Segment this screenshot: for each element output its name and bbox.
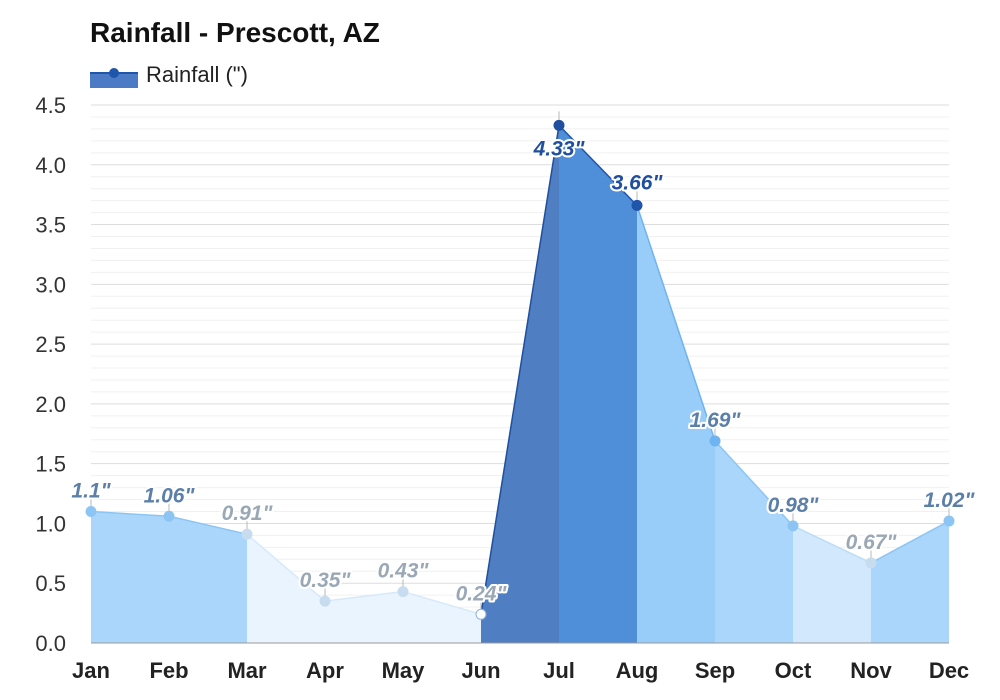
area-segment-jan [91, 511, 169, 643]
area-segment-nov [871, 521, 949, 643]
legend-swatch [90, 72, 138, 88]
legend: Rainfall (") [90, 62, 248, 88]
x-tick-label-aug: Aug [616, 658, 659, 683]
series-line-segment [636, 205, 716, 442]
area-segments [90, 124, 950, 643]
series-line-segment [402, 590, 482, 616]
data-point-oct [787, 520, 799, 532]
y-tick-label: 2.0 [35, 392, 66, 417]
data-label-jan: 1.1" [71, 479, 111, 502]
series-line-segment [558, 124, 638, 206]
x-tick-label-jun: Jun [461, 658, 500, 683]
data-point-nov [865, 557, 877, 569]
series-line-segment [90, 510, 170, 518]
series-line-segment [870, 520, 950, 564]
data-point-jan [85, 505, 97, 517]
x-tick-label-sep: Sep [695, 658, 735, 683]
series-line-segment [480, 125, 560, 615]
x-tick-label-may: May [382, 658, 426, 683]
data-labels: 1.1" 1.06" 0.91" 0.35" 0.43" 0.24" 4.33" 3.66" 1… [69, 135, 977, 607]
series-line-segment [168, 515, 248, 535]
data-point-apr [319, 595, 331, 607]
x-tick-label-feb: Feb [149, 658, 188, 683]
data-point-jun [475, 608, 487, 620]
y-tick-label: 0.0 [35, 631, 66, 656]
legend-label: Rainfall (") [146, 62, 248, 87]
area-segment-aug [637, 205, 715, 643]
data-label-oct: 0.98" [768, 494, 820, 517]
data-point-aug [631, 199, 643, 211]
y-tick-label: 1.0 [35, 511, 66, 536]
data-label-feb: 1.06" [144, 484, 196, 507]
area-segment-apr [325, 591, 403, 643]
y-tick-label: 2.5 [35, 332, 66, 357]
data-label-may: 0.43" [378, 560, 430, 583]
area-segment-may [403, 591, 481, 643]
data-label-sep: 1.69" [690, 409, 742, 432]
data-point-dec [943, 515, 955, 527]
y-tick-label: 3.5 [35, 213, 66, 238]
data-point-feb [163, 510, 175, 522]
y-tick-label: 0.5 [35, 571, 66, 596]
area-segment-jul [559, 125, 637, 643]
data-point-may [397, 586, 409, 598]
data-label-apr: 0.35" [300, 569, 352, 592]
chart-title: Rainfall - Prescott, AZ [90, 17, 380, 48]
x-tick-label-jul: Jul [543, 658, 575, 683]
x-tick-label-mar: Mar [227, 658, 267, 683]
y-tick-label: 1.5 [35, 452, 66, 477]
x-tick-label-jan: Jan [72, 658, 110, 683]
area-segment-oct [793, 525, 871, 643]
x-tick-label-apr: Apr [306, 658, 344, 683]
series-line-segment [792, 525, 872, 564]
y-tick-label: 3.0 [35, 272, 66, 297]
series-line-segment [246, 533, 326, 602]
y-tick-label: 4.5 [35, 93, 66, 118]
area-segment-sep [715, 440, 793, 643]
x-tick-label-oct: Oct [775, 658, 812, 683]
data-label-jun: 0.24" [456, 582, 508, 605]
x-tick-label-dec: Dec [929, 658, 969, 683]
data-label-nov: 0.67" [846, 531, 898, 554]
data-label-dec: 1.02" [924, 489, 976, 512]
data-label-jul: 4.33" [533, 137, 586, 160]
area-segment-feb [169, 516, 247, 643]
data-label-aug: 3.66" [612, 171, 664, 194]
data-label-mar: 0.91" [222, 502, 274, 525]
data-points [85, 111, 955, 620]
series-line-segment [324, 590, 404, 602]
data-point-jul [553, 119, 565, 131]
area-segment-jun [481, 125, 559, 643]
y-tick-label: 4.0 [35, 153, 66, 178]
area-segment-mar [247, 534, 325, 643]
legend-marker [109, 68, 119, 78]
series-line-segment [714, 440, 794, 527]
x-tick-label-nov: Nov [850, 658, 892, 683]
data-point-sep [709, 435, 721, 447]
axes: 0.0 0.5 1.0 1.5 2.0 2.5 3.0 3.5 4.0 4.5 Jan Feb Mar A… [35, 93, 969, 683]
data-point-mar [241, 528, 253, 540]
